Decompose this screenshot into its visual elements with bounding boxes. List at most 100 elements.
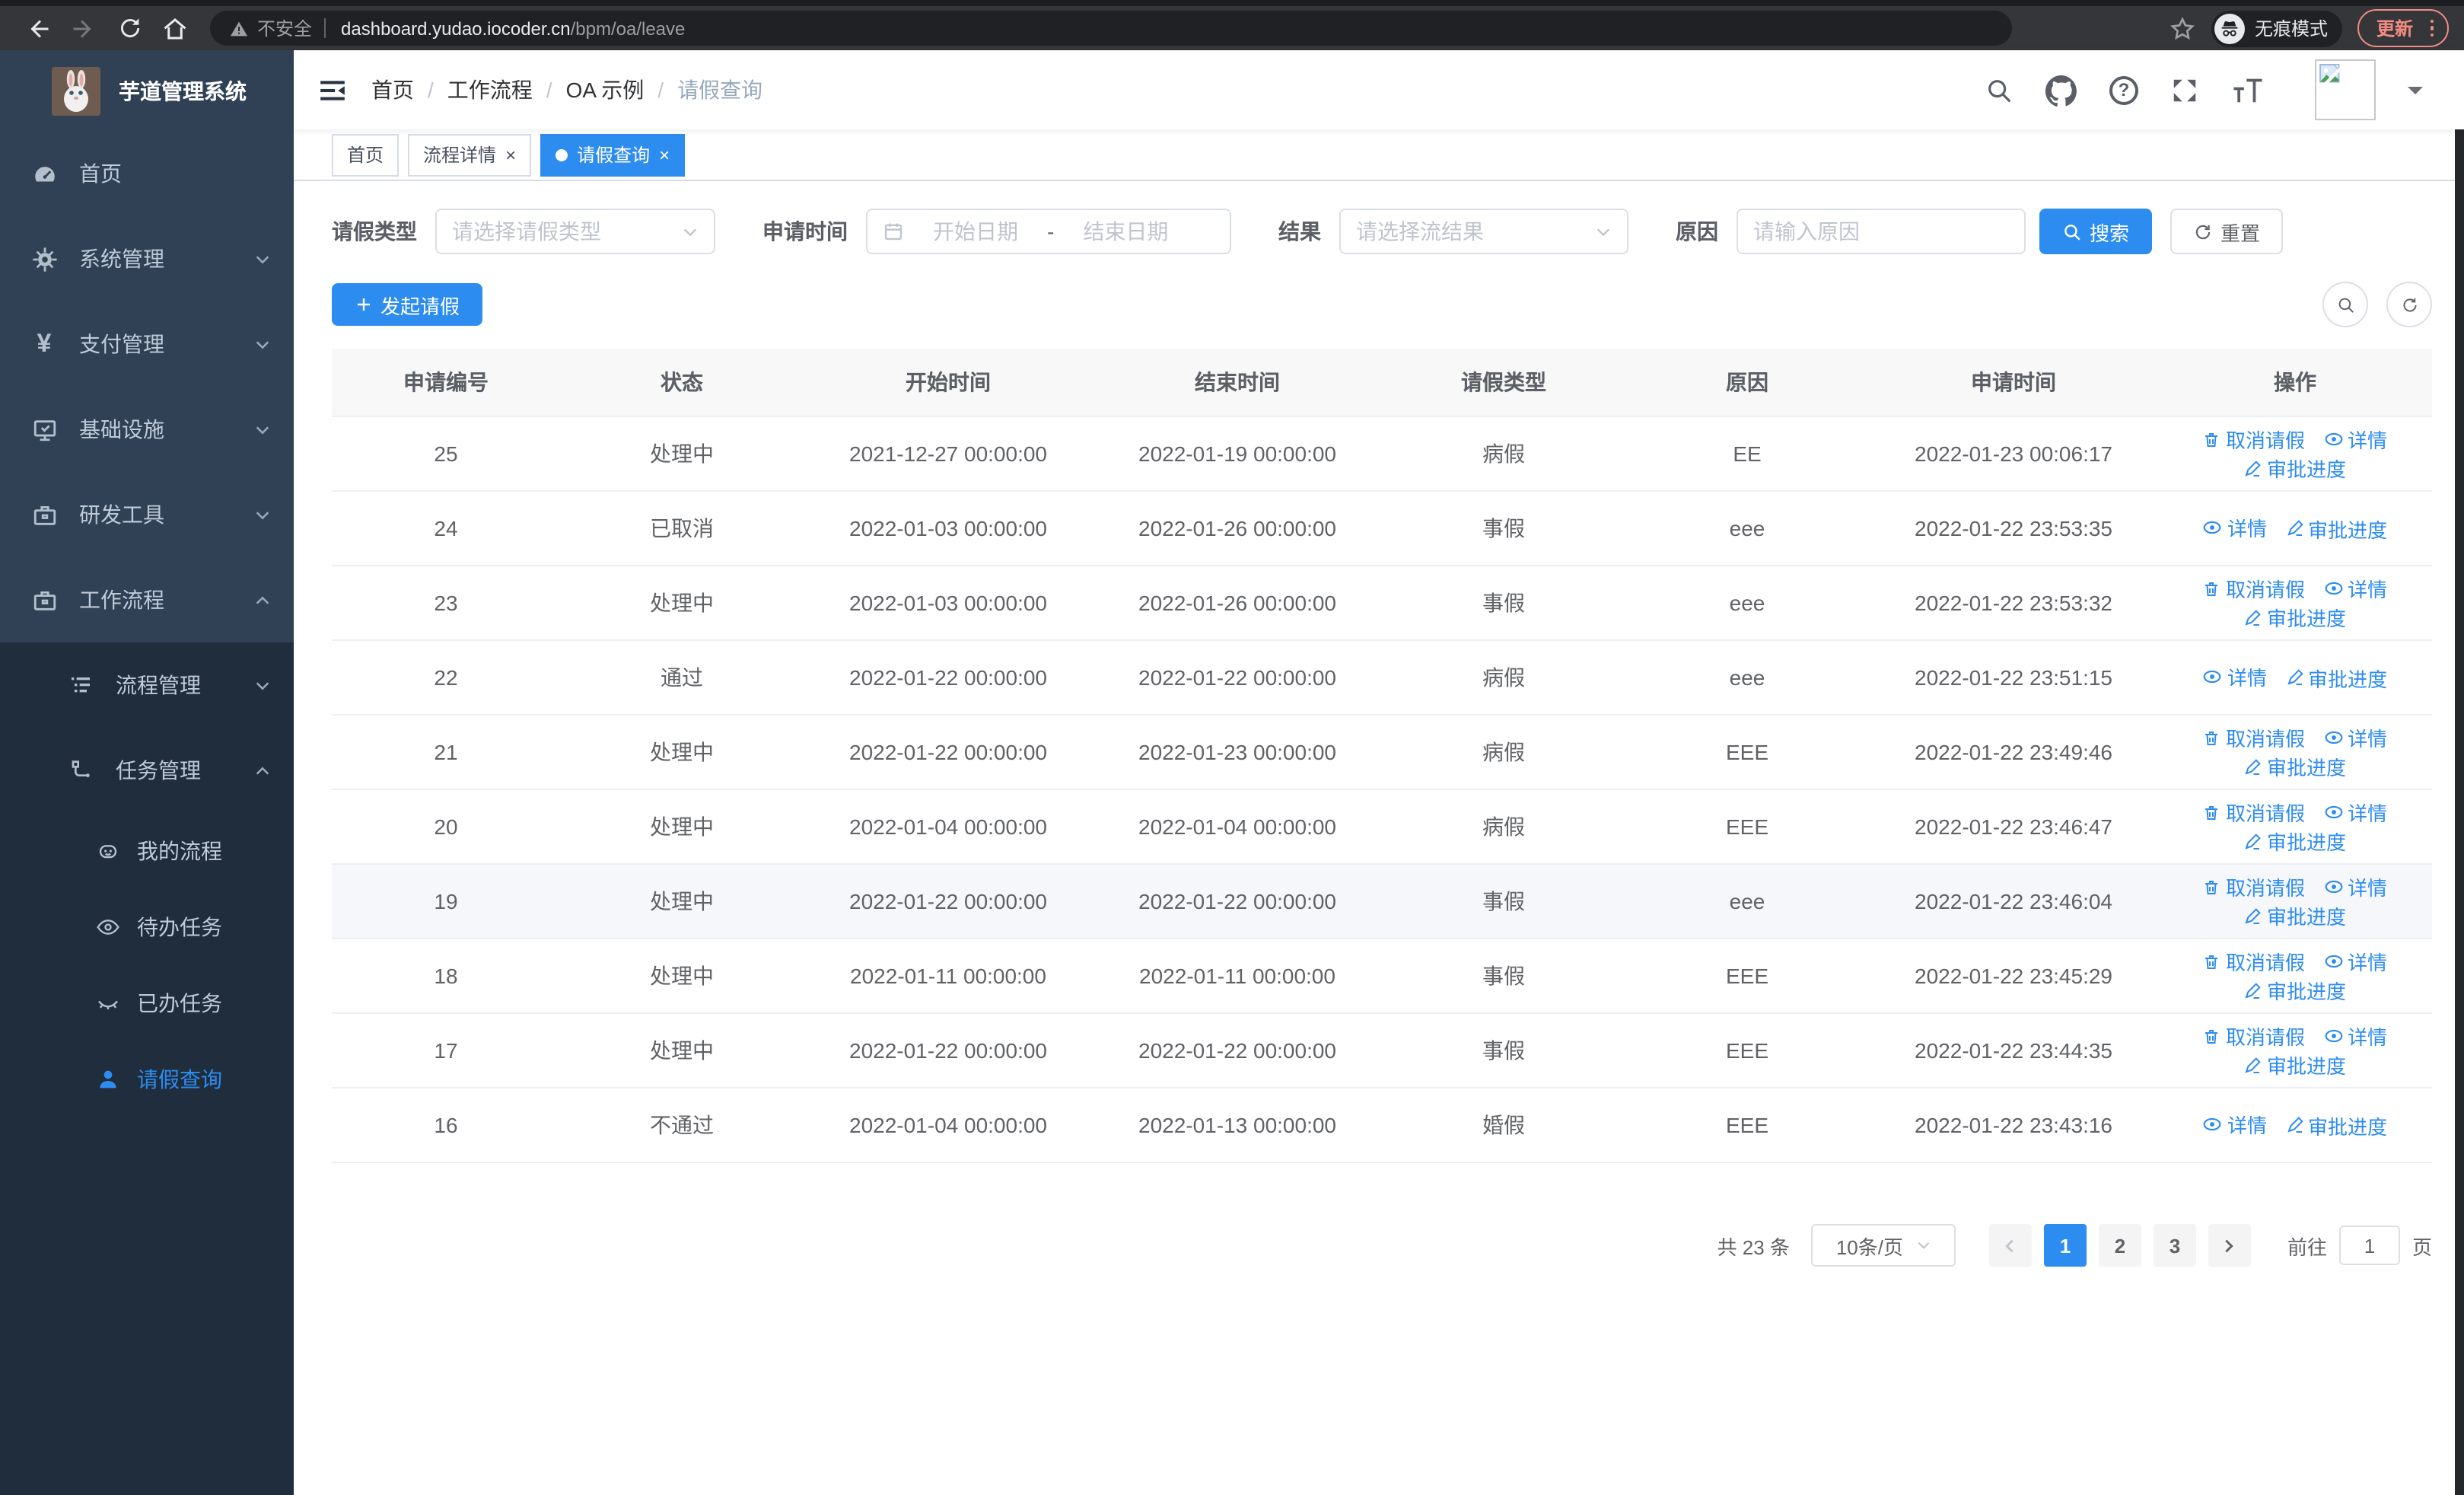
action-detail-link[interactable]: 详情	[2323, 425, 2387, 454]
menu-dots-icon[interactable]	[2425, 19, 2438, 37]
table-row[interactable]: 24 已取消 2022-01-03 00:00:00 2022-01-26 00:00…	[332, 491, 2432, 566]
action-cancel-link[interactable]: 取消请假	[2203, 724, 2305, 753]
cell-id: 21	[332, 715, 560, 790]
github-icon[interactable]	[2045, 74, 2077, 106]
breadcrumb-oa[interactable]: OA 示例	[565, 78, 645, 102]
sidebar-item-home[interactable]: 首页	[0, 131, 294, 216]
sidebar-fold-icon[interactable]	[318, 75, 347, 104]
fullscreen-icon[interactable]	[2170, 75, 2199, 104]
browser-scrollbar[interactable]	[2455, 50, 2464, 1495]
action-progress-link[interactable]: 审批进度	[2244, 827, 2346, 856]
cell-reason: eee	[1625, 491, 1869, 566]
cell-leave-type: 病假	[1382, 416, 1625, 492]
table-row[interactable]: 17 处理中 2022-01-22 00:00:00 2022-01-22 00:00…	[332, 1013, 2432, 1089]
reason-input[interactable]	[1737, 209, 2026, 254]
cell-id: 19	[332, 864, 560, 939]
close-icon[interactable]: ×	[505, 144, 517, 165]
search-icon[interactable]	[1985, 75, 2014, 104]
table-row[interactable]: 22 通过 2022-01-22 00:00:00 2022-01-22 00:00:…	[332, 640, 2432, 716]
breadcrumb-workflow[interactable]: 工作流程	[447, 78, 533, 102]
table-row[interactable]: 19 处理中 2022-01-22 00:00:00 2022-01-22 00:00…	[332, 864, 2432, 939]
create-leave-button[interactable]: 发起请假	[332, 283, 483, 326]
apply-time-range-picker[interactable]: 开始日期 - 结束日期	[866, 209, 1231, 254]
action-progress-link[interactable]: 审批进度	[2285, 664, 2387, 693]
sidebar-item-workflow[interactable]: 工作流程	[0, 557, 294, 642]
forward-icon[interactable]	[61, 10, 107, 46]
leave-type-select[interactable]: 请选择请假类型	[435, 209, 715, 254]
table-row[interactable]: 18 处理中 2022-01-11 00:00:00 2022-01-11 00:00…	[332, 939, 2432, 1014]
action-progress-link[interactable]: 审批进度	[2244, 1051, 2346, 1080]
sidebar-item-todo-task[interactable]: 待办任务	[0, 889, 294, 965]
user-avatar[interactable]	[2315, 59, 2376, 120]
cell-reason: eee	[1625, 640, 1869, 716]
sidebar-item-done-task[interactable]: 已办任务	[0, 965, 294, 1041]
page-button-2[interactable]: 2	[2098, 1224, 2141, 1267]
action-progress-link[interactable]: 审批进度	[2244, 902, 2346, 931]
show-search-toggle-button[interactable]	[2322, 282, 2368, 327]
action-progress-link[interactable]: 审批进度	[2244, 604, 2346, 633]
action-progress-link[interactable]: 审批进度	[2285, 515, 2387, 543]
action-progress-link[interactable]: 审批进度	[2244, 753, 2346, 782]
page-size-select[interactable]: 10条/页	[1810, 1224, 1956, 1267]
tab-leave-query[interactable]: 请假查询 ×	[540, 133, 686, 176]
table-row[interactable]: 23 处理中 2022-01-03 00:00:00 2022-01-26 00:00…	[332, 566, 2432, 641]
reload-icon[interactable]	[107, 10, 152, 46]
next-page-button[interactable]	[2208, 1224, 2251, 1267]
action-cancel-link[interactable]: 取消请假	[2203, 948, 2305, 977]
action-detail-link[interactable]: 详情	[2323, 798, 2387, 827]
reset-button[interactable]: 重置	[2170, 209, 2284, 254]
action-detail-link[interactable]: 详情	[2323, 872, 2387, 901]
chrome-update-button[interactable]: 更新	[2357, 9, 2449, 47]
sidebar-item-task-mgmt[interactable]: 任务管理	[0, 728, 294, 813]
action-detail-link[interactable]: 详情	[2323, 574, 2387, 603]
prev-page-button[interactable]	[1988, 1224, 2032, 1267]
sidebar-item-my-process[interactable]: 我的流程	[0, 813, 294, 889]
home-icon[interactable]	[152, 10, 198, 46]
action-detail-link[interactable]: 详情	[2323, 723, 2387, 752]
sidebar-item-leave-query[interactable]: 请假查询	[0, 1041, 294, 1117]
action-progress-link[interactable]: 审批进度	[2244, 454, 2346, 483]
sidebar-item-infra[interactable]: 基础设施	[0, 387, 294, 472]
robot-icon	[94, 839, 122, 863]
result-select[interactable]: 请选择流结果	[1339, 209, 1628, 254]
search-button[interactable]: 搜索	[2039, 209, 2153, 254]
page-button-1[interactable]: 1	[2043, 1224, 2087, 1267]
action-detail-link[interactable]: 详情	[2203, 663, 2267, 692]
font-size-icon[interactable]	[2231, 75, 2265, 104]
back-icon[interactable]	[15, 10, 61, 46]
action-cancel-link[interactable]: 取消请假	[2203, 426, 2305, 454]
action-progress-link[interactable]: 审批进度	[2285, 1111, 2387, 1140]
cell-reason: EEE	[1625, 789, 1869, 865]
action-cancel-link[interactable]: 取消请假	[2203, 1022, 2305, 1051]
table-row[interactable]: 20 处理中 2022-01-04 00:00:00 2022-01-04 00:00…	[332, 789, 2432, 865]
action-detail-link[interactable]: 详情	[2203, 1111, 2267, 1140]
sidebar-item-system[interactable]: 系统管理	[0, 216, 294, 301]
sidebar-item-devtools[interactable]: 研发工具	[0, 472, 294, 557]
table-row[interactable]: 21 处理中 2022-01-22 00:00:00 2022-01-23 00:00…	[332, 715, 2432, 790]
action-detail-link[interactable]: 详情	[2323, 1022, 2387, 1050]
goto-page-input[interactable]	[2338, 1226, 2400, 1265]
bookmark-star-icon[interactable]	[2170, 14, 2197, 42]
action-detail-link[interactable]: 详情	[2323, 947, 2387, 976]
address-bar[interactable]: 不安全 dashboard.yudao.iocoder.cn/bpm/oa/le…	[210, 11, 2012, 46]
tab-home[interactable]: 首页	[332, 133, 400, 176]
page-button-3[interactable]: 3	[2153, 1224, 2196, 1267]
sidebar-item-pay[interactable]: ¥ 支付管理	[0, 301, 294, 387]
sidebar-item-process-mgmt[interactable]: 流程管理	[0, 642, 294, 728]
tab-process-detail[interactable]: 流程详情 ×	[408, 133, 532, 176]
table-row[interactable]: 25 处理中 2021-12-27 00:00:00 2022-01-19 00:00…	[332, 416, 2432, 492]
avatar-caret-icon[interactable]	[2408, 87, 2423, 102]
action-progress-link[interactable]: 审批进度	[2244, 977, 2346, 1006]
cell-end-time: 2022-01-22 00:00:00	[1093, 640, 1382, 716]
table-row[interactable]: 16 不通过 2022-01-04 00:00:00 2022-01-13 00:00…	[332, 1088, 2432, 1163]
help-icon[interactable]: ?	[2109, 75, 2138, 104]
close-icon[interactable]: ×	[659, 144, 670, 165]
refresh-table-button[interactable]	[2386, 282, 2432, 327]
action-cancel-link[interactable]: 取消请假	[2203, 873, 2305, 902]
action-detail-link[interactable]: 详情	[2203, 514, 2267, 543]
breadcrumb-home[interactable]: 首页	[371, 78, 414, 102]
action-cancel-link[interactable]: 取消请假	[2203, 799, 2305, 827]
action-cancel-link[interactable]: 取消请假	[2203, 575, 2305, 604]
url-host: dashboard.yudao.iocoder.cn	[341, 18, 571, 39]
